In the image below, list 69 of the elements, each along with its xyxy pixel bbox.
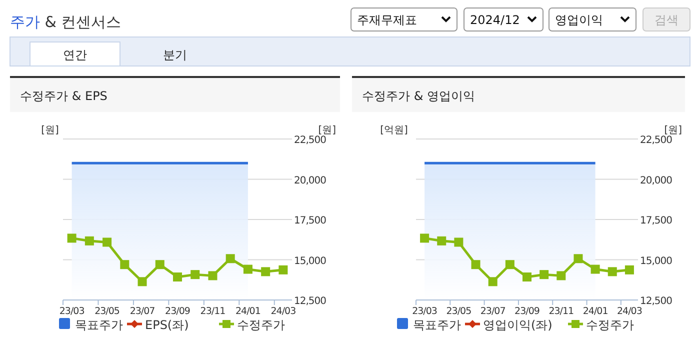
- point: [226, 254, 235, 264]
- text: 주가 & 컨센서스: [10, 13, 122, 31]
- point: [556, 271, 566, 280]
- x-tick-label: 23/05: [446, 306, 472, 317]
- point: [278, 265, 288, 274]
- y2-axis-title: [원]: [664, 125, 682, 136]
- dropdown-field: 주재무제표: [350, 8, 458, 32]
- point: [574, 254, 583, 264]
- y2-tick-label: 17,500: [294, 216, 326, 226]
- y2-tick-label: 17,500: [640, 216, 672, 226]
- y2-tick-label: 22,500: [640, 135, 672, 146]
- y2-tick-label: 20,000: [294, 175, 326, 186]
- legend-label: 수정주가: [586, 318, 634, 332]
- legend-label: 영업이익(좌): [483, 318, 552, 332]
- y2-tick-label: 15,000: [294, 256, 326, 267]
- x-tick-label: 23/07: [130, 306, 156, 317]
- y-axis-title: [원]: [41, 125, 59, 136]
- dropdown-field: 2024/12: [464, 8, 544, 32]
- text: 분기: [163, 48, 187, 62]
- y2-tick-label: 20,000: [640, 175, 672, 186]
- point: [84, 236, 94, 246]
- point: [522, 272, 532, 282]
- point: [261, 267, 270, 276]
- point: [102, 238, 112, 247]
- point: [67, 234, 76, 243]
- point: [243, 264, 252, 274]
- y-axis-title: [억원]: [380, 125, 408, 136]
- x-tick-label: 23/11: [548, 306, 574, 317]
- point: [505, 260, 514, 270]
- chart-title: 수정주가 & 영업이익: [362, 89, 475, 103]
- point: [173, 272, 182, 282]
- x-tick-label: 23/11: [200, 306, 226, 317]
- x-tick-label: 24/01: [582, 306, 608, 317]
- y2-tick-label: 22,500: [294, 135, 326, 146]
- legend-label: 목표주가: [75, 318, 123, 332]
- point: [471, 260, 480, 270]
- text: 연간: [63, 48, 87, 62]
- chart-title: 수정주가 & EPS: [20, 89, 108, 103]
- point: [488, 277, 498, 286]
- point: [437, 236, 446, 246]
- x-tick-label: 24/01: [236, 306, 261, 317]
- point: [540, 270, 549, 280]
- point: [454, 238, 464, 247]
- x-tick-label: 23/03: [59, 306, 85, 317]
- dropdown-field: 영업이익: [548, 8, 636, 32]
- point: [138, 277, 147, 286]
- point: [120, 260, 130, 270]
- x-tick-label: 24/03: [617, 306, 642, 317]
- y2-tick-label: 15,000: [640, 256, 672, 267]
- point: [590, 264, 600, 274]
- search-button: 검색: [642, 8, 690, 32]
- y2-axis-title: [원]: [318, 125, 336, 136]
- point: [190, 270, 200, 280]
- x-tick-label: 23/09: [514, 306, 540, 317]
- point: [608, 267, 617, 276]
- legend-label: EPS(좌): [145, 318, 189, 332]
- point: [420, 234, 430, 243]
- legend-label: 목표주가: [413, 318, 461, 332]
- x-tick-label: 23/09: [165, 306, 190, 317]
- point: [155, 260, 164, 270]
- point: [208, 271, 218, 280]
- point: [624, 265, 634, 274]
- y2-tick-label: 12,500: [294, 296, 326, 307]
- x-tick-label: 24/03: [270, 306, 296, 317]
- legend-label: 수정주가: [237, 318, 285, 332]
- x-tick-label: 23/07: [480, 306, 506, 317]
- x-tick-label: 23/03: [412, 306, 438, 317]
- x-tick-label: 23/05: [94, 306, 120, 317]
- y2-tick-label: 12,500: [640, 296, 672, 307]
